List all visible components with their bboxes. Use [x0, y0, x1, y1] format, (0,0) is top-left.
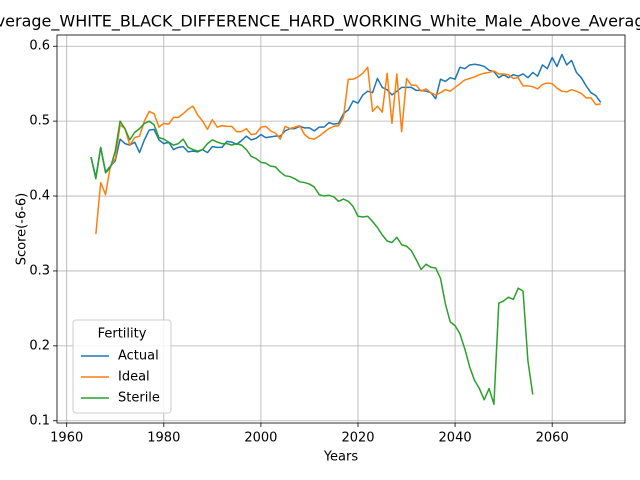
x-tick-label: 1960 — [50, 431, 83, 446]
x-axis-label: Years — [323, 450, 359, 465]
y-tick-label: 0.5 — [29, 114, 50, 129]
y-axis-label: Score(-6-6) — [15, 193, 30, 265]
legend-title: Fertility — [98, 327, 147, 342]
legend: Fertility Actual Ideal Sterile — [72, 319, 172, 414]
x-tick-label: 2060 — [536, 431, 569, 446]
x-tick-label: 2000 — [244, 431, 277, 446]
data-line — [90, 53, 602, 179]
y-tick-label: 0.4 — [29, 189, 50, 204]
x-tick-label: 1980 — [147, 431, 180, 446]
x-tick-label: 2040 — [439, 431, 472, 446]
legend-label: Actual — [118, 349, 159, 364]
chart-title: Average_WHITE_BLACK_DIFFERENCE_HARD_WORK… — [0, 12, 640, 32]
y-tick-label: 0.2 — [29, 338, 50, 353]
y-tick-label: 0.6 — [29, 39, 50, 54]
legend-label: Ideal — [118, 370, 150, 385]
x-tick-label: 2020 — [341, 431, 374, 446]
plot-frame — [56, 34, 626, 424]
legend-box — [72, 319, 172, 414]
legend-label: Sterile — [118, 391, 160, 406]
data-line — [95, 66, 601, 235]
data-line — [90, 120, 534, 406]
y-tick-label: 0.3 — [29, 263, 50, 278]
y-tick-label: 0.1 — [29, 413, 50, 428]
